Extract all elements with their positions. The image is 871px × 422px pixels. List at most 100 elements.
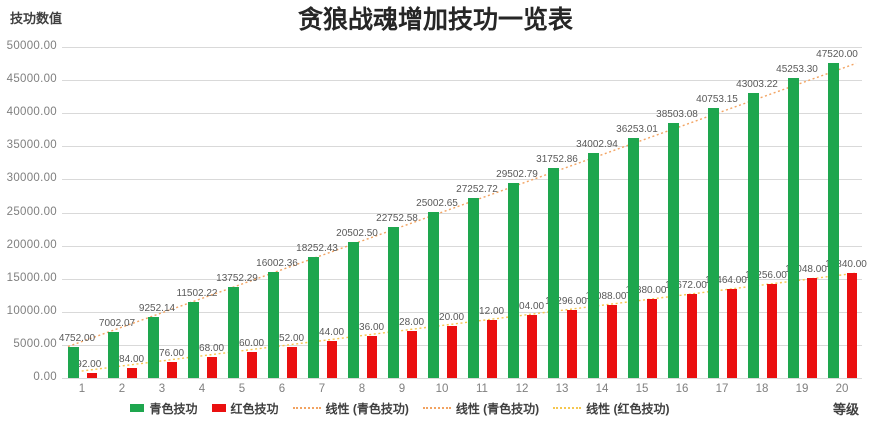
gridline (62, 47, 862, 48)
legend-item: 线性 (青色技功) (292, 400, 409, 417)
green-bar-value-label: 7002.07 (98, 317, 136, 329)
red-bar (367, 336, 377, 378)
red-bar-value-label: 14256.00 (745, 269, 787, 281)
gridline (62, 113, 862, 115)
red-bar-value-label: 1584.00 (107, 353, 145, 365)
green-bar (588, 152, 599, 378)
red-bar-value-label: 7920.00 (427, 311, 465, 323)
legend-item: 红色技功 (211, 400, 279, 417)
x-axis-tick-label: 2 (118, 383, 126, 395)
green-bar-value-label: 31752.86 (536, 153, 578, 165)
red-bar-value-label: 15048.00 (785, 264, 827, 276)
green-bar (388, 227, 399, 378)
x-axis-tick-label: 9 (398, 383, 406, 395)
y-axis-tick-label: 25000.00 (6, 205, 57, 218)
red-bar-value-label: 10296.00 (545, 295, 587, 307)
y-axis-tick-label: 40000.00 (6, 106, 57, 119)
legend-bar-swatch-icon (211, 404, 226, 412)
green-bar-value-label: 22752.58 (376, 213, 418, 225)
red-bar-value-label: 3168.00 (187, 343, 225, 355)
gridline (62, 344, 862, 346)
y-axis-tick-label: 30000.00 (6, 172, 57, 185)
gridline (62, 245, 862, 247)
legend-label: 线性 (青色技功) (325, 401, 409, 416)
green-bar-value-label: 29502.79 (496, 168, 538, 180)
x-axis-tick-label: 14 (595, 383, 609, 395)
gridline (62, 146, 862, 148)
gridline (62, 311, 862, 313)
x-axis-tick-label: 17 (715, 383, 729, 395)
green-bar (428, 212, 439, 378)
legend-item: 线性 (青色技功) (422, 400, 539, 417)
red-bar (407, 330, 417, 378)
chart-title: 贪狼战魂增加技功一览表 (297, 7, 574, 34)
legend-label: 线性 (红色技功) (586, 401, 670, 416)
y-axis-tick-label: 5000.00 (13, 337, 57, 350)
y-axis-tick-label: 35000.00 (6, 139, 57, 152)
x-axis-tick-label: 11 (476, 383, 488, 395)
legend-line-swatch-icon (422, 407, 451, 409)
y-axis-tick-label: 10000.00 (6, 304, 57, 317)
green-bar (188, 301, 199, 378)
red-bar-value-label: 8712.00 (467, 306, 505, 318)
gridline (62, 212, 862, 214)
red-bar (447, 325, 457, 378)
green-bar-value-label: 4752.00 (58, 332, 96, 344)
green-bar-value-label: 16002.36 (256, 258, 298, 270)
red-bar (647, 299, 657, 378)
legend-label: 青色技功 (149, 401, 198, 416)
x-axis-title: 等级 (833, 402, 860, 417)
red-bar-value-label: 5544.00 (307, 327, 345, 339)
legend-line-swatch-icon (292, 407, 321, 409)
trendline (67, 272, 857, 374)
green-bar-value-label: 45253.30 (776, 64, 818, 76)
green-bar-value-label: 13752.29 (216, 272, 258, 284)
green-bar (348, 242, 359, 378)
red-bar-value-label: 11880.00 (625, 285, 667, 297)
green-bar (468, 197, 479, 378)
gridline (62, 80, 862, 82)
red-bar-value-label: 6336.00 (347, 322, 385, 334)
green-bar (668, 123, 679, 378)
x-axis-tick-label: 15 (635, 383, 649, 395)
green-bar-value-label: 25002.65 (416, 198, 458, 210)
red-bar-value-label: 2376.00 (147, 348, 185, 360)
y-axis-tick-label: 50000.00 (6, 40, 57, 52)
green-bar (708, 108, 719, 378)
green-bar-value-label: 43003.22 (736, 79, 778, 91)
red-bar (327, 341, 337, 378)
legend: 青色技功 红色技功 线性 (青色技功) 线性 (青色技功) 线性 (红色技功) (0, 398, 800, 418)
green-bar (628, 138, 639, 378)
green-bar (828, 63, 839, 378)
gridline (62, 179, 862, 181)
x-axis-tick-label: 20 (835, 383, 849, 395)
x-axis-tick-label: 19 (795, 383, 809, 395)
green-bar (268, 272, 279, 378)
legend-item: 线性 (红色技功) (553, 400, 670, 417)
legend-item: 青色技功 (130, 400, 198, 417)
x-axis-tick-label: 6 (278, 383, 286, 395)
red-bar (87, 372, 97, 378)
legend-bar-swatch-icon (130, 404, 145, 412)
x-axis-tick-label: 7 (318, 383, 326, 395)
green-bar-value-label: 34002.94 (576, 138, 618, 150)
red-bar-value-label: 9504.00 (507, 301, 545, 313)
red-bar (807, 278, 817, 378)
red-bar (207, 357, 217, 378)
x-axis-tick-label: 3 (158, 383, 166, 395)
red-bar (487, 320, 497, 378)
x-axis-tick-label: 13 (555, 383, 569, 395)
red-bar-value-label: 7128.00 (387, 316, 425, 328)
green-bar-value-label: 11502.22 (176, 287, 218, 299)
x-axis-tick-label: 1 (78, 383, 86, 395)
green-bar-value-label: 40753.15 (696, 94, 738, 106)
red-bar (567, 309, 577, 378)
y-axis-tick-label: 45000.00 (6, 73, 57, 86)
green-bar (228, 286, 239, 378)
red-bar-value-label: 11088.00 (585, 290, 627, 302)
green-bar-value-label: 47520.00 (816, 49, 858, 61)
green-bar (788, 78, 799, 378)
red-bar (247, 351, 257, 378)
